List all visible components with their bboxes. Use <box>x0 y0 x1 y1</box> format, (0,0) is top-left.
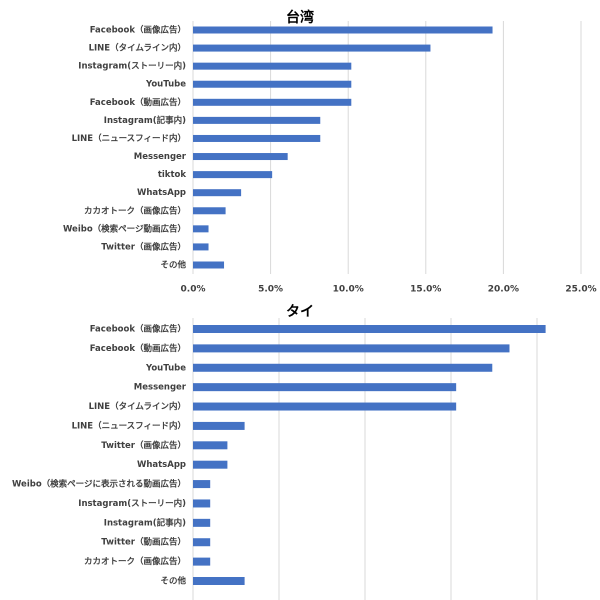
bar <box>193 153 288 161</box>
y-tick-label: Facebook（画像広告） <box>90 324 186 335</box>
y-tick-label: Weibo（検索ページ動画広告） <box>63 223 186 234</box>
bar <box>193 98 352 106</box>
y-tick-label: カカオトーク（画像広告） <box>84 556 186 567</box>
y-tick-label: Facebook（画像広告） <box>90 25 186 36</box>
x-tick-label: 10.0% <box>333 285 364 295</box>
bar <box>193 171 273 179</box>
y-tick-label: その他 <box>160 260 186 271</box>
bar <box>193 363 493 372</box>
y-tick-label: LINE（タイムライン内） <box>89 43 186 54</box>
bar <box>193 499 211 508</box>
y-tick-label: WhatsApp <box>137 188 186 198</box>
y-tick-label: カカオトーク（画像広告） <box>84 205 186 216</box>
y-tick-label: Instagram(記事内) <box>104 517 186 528</box>
bar <box>193 225 209 233</box>
y-tick-label: その他 <box>160 576 186 587</box>
y-tick-label: Instagram(ストーリー内) <box>78 61 186 72</box>
bar <box>193 44 431 52</box>
x-tick-label: 0.0% <box>181 285 206 295</box>
y-tick-label: LINE（ニュースフィード内） <box>72 420 186 431</box>
y-tick-label: LINE（ニュースフィード内） <box>72 133 186 144</box>
y-tick-label: Twitter（画像広告） <box>101 440 186 451</box>
bar <box>193 62 352 70</box>
bar <box>193 421 245 430</box>
y-tick-label: YouTube <box>145 80 186 90</box>
chart-title: タイ <box>286 304 314 320</box>
bar <box>193 518 211 527</box>
y-tick-label: Twitter（画像広告） <box>101 241 186 252</box>
y-tick-label: Messenger <box>134 152 187 162</box>
bar <box>193 480 211 489</box>
x-tick-label: 20.0% <box>488 285 519 295</box>
y-tick-label: tiktok <box>158 170 187 180</box>
y-tick-label: Instagram(ストーリー内) <box>78 498 186 509</box>
y-tick-label: Facebook（動画広告） <box>90 97 186 108</box>
y-tick-label: Facebook（動画広告） <box>90 343 186 354</box>
bar <box>193 402 457 411</box>
bar <box>193 538 211 547</box>
bar <box>193 577 245 585</box>
bar <box>193 460 228 469</box>
y-tick-label: Weibo（検索ページに表示される動画広告） <box>12 479 186 490</box>
x-tick-label: 15.0% <box>410 285 441 295</box>
bar <box>193 261 225 269</box>
bar <box>193 189 242 197</box>
bar <box>193 325 546 333</box>
bar <box>193 134 321 142</box>
y-tick-label: YouTube <box>145 363 186 373</box>
bar <box>193 383 457 392</box>
bar <box>193 344 510 353</box>
y-tick-label: Instagram(記事内) <box>104 115 186 126</box>
x-tick-label: 5.0% <box>258 285 283 295</box>
bar <box>193 557 211 566</box>
bar <box>193 243 209 251</box>
chart-title: 台湾 <box>286 9 314 26</box>
y-tick-label: Twitter（動画広告） <box>101 537 186 548</box>
bar <box>193 26 493 34</box>
bar <box>193 116 321 124</box>
y-tick-label: Messenger <box>134 383 187 393</box>
bar <box>193 207 226 215</box>
y-tick-label: LINE（タイムライン内） <box>89 401 186 412</box>
bar <box>193 441 228 450</box>
y-tick-label: WhatsApp <box>137 460 186 470</box>
bar <box>193 80 352 88</box>
x-tick-label: 25.0% <box>565 285 596 295</box>
